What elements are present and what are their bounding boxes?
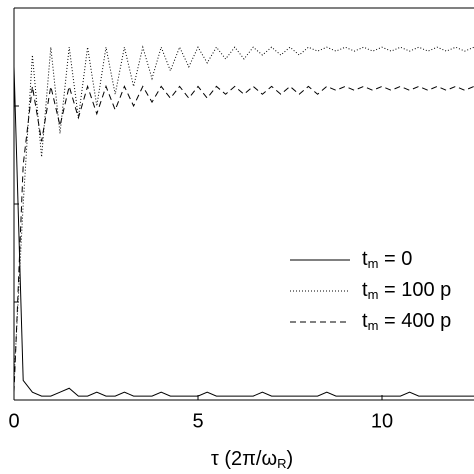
legend-label: tm = 0 — [362, 248, 412, 271]
legend-label: tm = 400 p — [362, 310, 451, 333]
legend-name: t — [362, 310, 368, 332]
legend-name-sub: m — [368, 318, 379, 333]
legend-label: tm = 100 p — [362, 279, 451, 302]
legend-name-sub: m — [368, 256, 379, 271]
legend-name: t — [362, 248, 368, 270]
data-line — [13, 45, 474, 381]
legend-name-rest: = 400 p — [378, 310, 451, 332]
x-label-main: τ (2π/ω — [211, 448, 277, 470]
x-axis-label: τ (2π/ωR) — [211, 448, 293, 471]
x-tick-label: 0 — [8, 410, 19, 432]
data-line — [13, 66, 474, 397]
x-label-rest: ) — [286, 448, 293, 470]
legend-name-rest: = 0 — [378, 248, 412, 270]
legend-name: t — [362, 279, 368, 301]
legend-name-rest: = 100 p — [378, 279, 451, 301]
x-tick-label: 10 — [371, 410, 393, 432]
x-label-sub: R — [277, 456, 286, 471]
data-line — [13, 84, 474, 393]
legend-name-sub: m — [368, 287, 379, 302]
x-tick-label: 5 — [192, 410, 203, 432]
